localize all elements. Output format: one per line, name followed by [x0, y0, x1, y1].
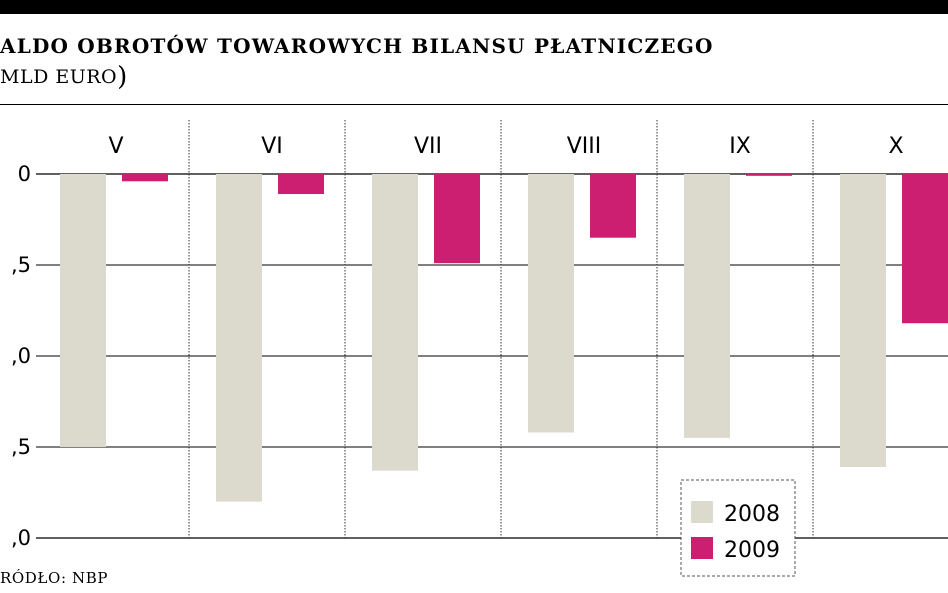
bar-2009-X	[902, 174, 948, 324]
legend-swatch-2008	[691, 501, 713, 523]
subtitle-paren: )	[117, 62, 128, 92]
bar-2009-V	[122, 174, 168, 182]
bar-2009-VII	[434, 174, 480, 264]
category-label: V	[108, 134, 123, 159]
bar-2009-IX	[746, 174, 792, 176]
bar-2009-VIII	[590, 174, 636, 238]
category-label: X	[888, 134, 903, 159]
top-bar	[0, 0, 948, 14]
category-label: VIII	[567, 134, 602, 159]
legend-swatch-2009	[691, 537, 713, 559]
bar-2008-VII	[372, 174, 418, 471]
y-tick-label: ,0	[11, 344, 31, 368]
chart-subtitle: MLD EURO)	[0, 62, 128, 92]
legend-label-2009: 2009	[724, 538, 780, 563]
legend-label-2008: 2008	[724, 502, 780, 527]
bar-layer	[60, 174, 948, 502]
grid-layer	[36, 120, 948, 539]
bar-2008-VIII	[528, 174, 574, 433]
y-tick-label: ,5	[11, 253, 31, 277]
category-label: VII	[414, 134, 442, 159]
bar-2008-V	[60, 174, 106, 447]
category-label: VI	[261, 134, 283, 159]
label-layer: 0 ,5 ,0 ,5 ,0 V VI VII VIII IX X	[11, 134, 904, 550]
bar-2008-X	[840, 174, 886, 468]
source-note: RÓDŁO: NBP	[0, 569, 109, 587]
y-tick-label: 0	[18, 162, 31, 186]
chart-title: ALDO OBROTÓW TOWAROWYCH BILANSU PŁATNICZ…	[0, 34, 714, 58]
category-label: IX	[729, 134, 751, 159]
legend-box	[680, 479, 796, 577]
y-tick-label: ,0	[11, 526, 31, 550]
bar-2008-VI	[216, 174, 262, 502]
y-tick-label: ,5	[11, 435, 31, 459]
bar-2008-IX	[684, 174, 730, 438]
bar-2009-VI	[278, 174, 324, 195]
legend: 2008 2009	[680, 479, 796, 577]
subtitle-text: MLD EURO	[0, 66, 118, 88]
title-rule	[0, 104, 948, 105]
